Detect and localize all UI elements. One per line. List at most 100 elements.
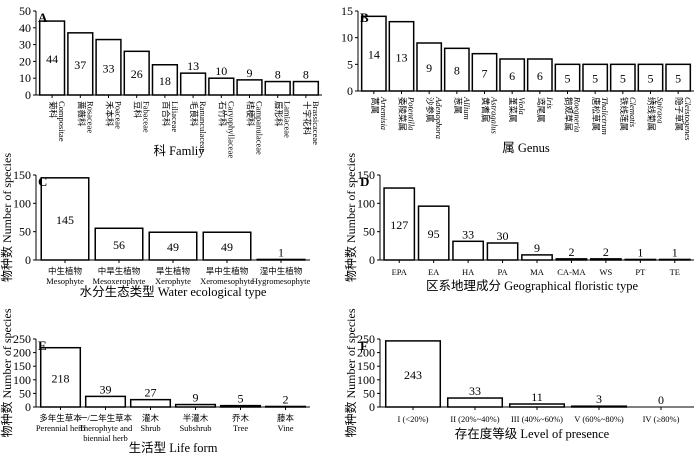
x-category-label: EPA	[392, 267, 408, 277]
bar-value-label: 44	[46, 52, 58, 66]
y-tick-label: 0	[347, 84, 353, 98]
bar-value-label: 5	[238, 392, 244, 406]
y-tick-label: 5	[347, 57, 353, 71]
bar-value-label: 127	[390, 218, 408, 232]
y-tick-label: 50	[363, 225, 375, 239]
bar-value-label: 30	[497, 229, 509, 243]
x-category-label: I (<20%)	[398, 414, 429, 424]
x-category-label-zh: 鸢尾属	[536, 97, 546, 123]
y-tick-label: 50	[19, 4, 31, 18]
bar-value-label: 6	[537, 69, 543, 83]
x-category-label: IV (≥80%)	[643, 414, 680, 424]
panel-label: C	[38, 174, 47, 189]
x-category-label-en: Clematis	[628, 97, 638, 128]
x-category-label-en-line: biennial herb	[83, 433, 128, 443]
bar	[202, 231, 252, 261]
bar-value-label: 18	[159, 74, 171, 88]
x-category-label-en: Caryophyllaceae	[226, 101, 236, 158]
bar	[129, 398, 172, 408]
bar-value-label: 27	[145, 386, 157, 400]
bar-value-label: 5	[565, 72, 571, 86]
y-tick-label: 0	[369, 253, 375, 267]
bar-value-label: 33	[103, 61, 115, 75]
y-tick-label: 150	[13, 359, 31, 373]
x-category-label: TE	[670, 267, 680, 277]
x-category-label-en-line: Therophyte and	[79, 423, 133, 433]
bar	[521, 254, 553, 261]
panel-d: 0 50 100 150 127 EPA 95 EA 33 HA 30 PA 9 MA 2 CA-MA 2 WS 1…	[343, 153, 694, 293]
bar-value-label: 6	[509, 69, 515, 83]
bar	[179, 72, 207, 96]
x-category-label-zh: 菊科	[48, 101, 58, 119]
x-category-label-en: Therophyte and biennial herb	[79, 423, 133, 443]
bar-value-label: 5	[620, 72, 626, 86]
bar-value-label: 8	[275, 68, 281, 82]
y-tick-label: 50	[19, 225, 31, 239]
bar	[94, 227, 144, 261]
bar-value-label: 145	[56, 213, 74, 227]
bar-value-label: 39	[100, 382, 112, 396]
bar-value-label: 5	[648, 72, 654, 86]
bar-value-label: 8	[454, 64, 460, 78]
bar-value-label: 49	[167, 240, 179, 254]
x-category-label-en: Potentilla	[407, 96, 417, 131]
bar	[624, 258, 657, 261]
x-category-label-en: Subshrub	[179, 423, 211, 433]
x-category-label: II (20%~40%)	[450, 414, 499, 424]
x-category-label-zh: 乔木	[232, 413, 250, 423]
bar-value-label: 1	[672, 245, 678, 259]
bar-value-label: 49	[221, 240, 233, 254]
bar	[38, 20, 66, 96]
bar-value-label: 37	[74, 58, 86, 72]
bar	[582, 63, 609, 92]
bar-value-label: 218	[52, 371, 70, 385]
y-tick-label: 10	[19, 71, 31, 85]
bar	[123, 50, 150, 96]
x-category-label-en: Viola	[517, 97, 527, 115]
bar-value-label: 13	[187, 59, 199, 73]
bar-value-label: 243	[404, 368, 422, 382]
y-tick-label: 40	[19, 21, 31, 35]
x-category-label-zh: 藤本	[277, 413, 295, 423]
x-category-label: HA	[462, 267, 475, 277]
y-tick-label: 250	[357, 332, 375, 346]
bar	[174, 403, 217, 408]
x-category-label-en: Thalictrum	[600, 97, 610, 135]
y-tick-label: 100	[357, 373, 375, 387]
x-category-label-en: Astragalus	[490, 96, 500, 135]
x-category-label-en: Brassicaceae	[311, 101, 321, 145]
bar-value-label: 9	[534, 241, 540, 255]
x-category-label-zh: 十字花科	[302, 101, 312, 136]
x-category-label-zh: 唐松草属	[591, 97, 601, 131]
bar	[486, 242, 519, 261]
x-category-label-zh: 一/二年生草本	[79, 413, 133, 423]
x-category-label-en: Vine	[277, 423, 293, 433]
bar-value-label: 11	[531, 390, 543, 404]
x-category-label-en: Shrub	[140, 423, 160, 433]
x-category-label-en: Fabaceae	[142, 101, 152, 133]
x-category-label: PT	[635, 267, 646, 277]
x-category-label-zh: 蒿属	[370, 97, 380, 114]
x-category-label-zh: 委陵菜属	[398, 97, 408, 131]
y-tick-label: 100	[13, 373, 31, 387]
y-axis-title: 物种数 Number of species	[343, 153, 358, 282]
bar-value-label: 9	[247, 66, 253, 80]
y-tick-label: 50	[19, 386, 31, 400]
y-tick-label: 200	[357, 346, 375, 360]
y-tick-label: 0	[25, 253, 31, 267]
x-category-label-zh: 毛茛科	[189, 101, 199, 127]
bar-value-label: 1	[278, 245, 284, 259]
x-category-label-en: Roegneria	[573, 96, 583, 132]
bar	[264, 405, 307, 408]
bar-value-label: 7	[482, 66, 488, 80]
x-category-label-en: Cleistogenes	[683, 97, 693, 141]
x-category-label: PA	[498, 267, 509, 277]
x-axis-title: 区系地理成分 Geographical floristic type	[426, 279, 639, 293]
bar	[236, 79, 263, 96]
x-category-label-zh: 鹅观草属	[564, 97, 574, 131]
bar-value-label: 9	[426, 61, 432, 75]
x-category-label-zh: 绣线菊属	[647, 97, 657, 131]
x-category-label-zh: 中生植物	[48, 266, 83, 276]
